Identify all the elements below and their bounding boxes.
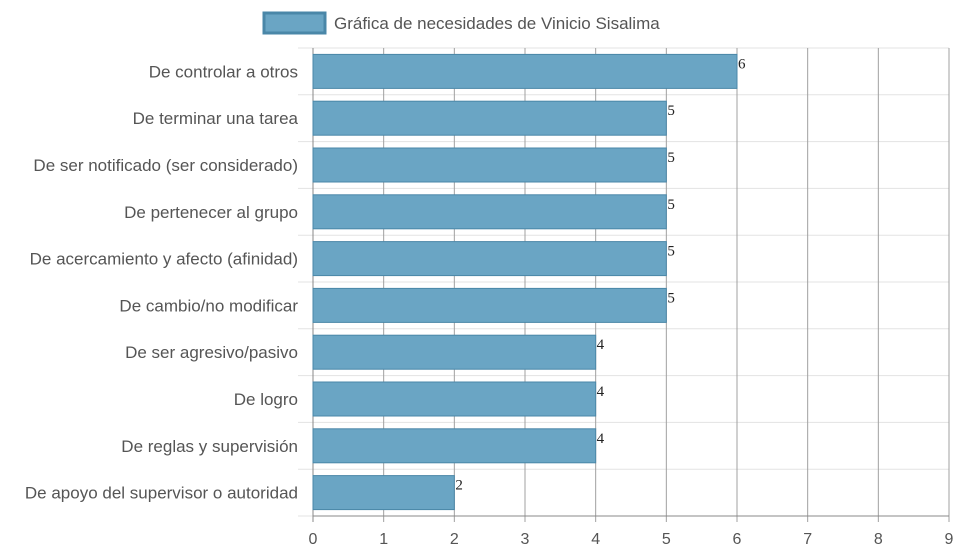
bar-value-label: 5	[667, 150, 675, 166]
chart-category-labels: De controlar a otros De terminar una tare…	[25, 62, 299, 502]
bar[interactable]	[312, 241, 667, 277]
bar[interactable]	[312, 53, 738, 89]
bar-value-label: 4	[597, 384, 605, 400]
x-tick-label: 5	[662, 531, 671, 548]
bar-value-label: 6	[738, 56, 746, 72]
chart-legend[interactable]: Gráfica de necesidades de Vinicio Sisali…	[262, 11, 660, 35]
x-tick-label: 4	[591, 531, 600, 548]
x-tick-label: 0	[309, 531, 318, 548]
bar[interactable]	[312, 334, 597, 370]
x-tick-label: 8	[874, 531, 883, 548]
x-tick-label: 2	[450, 531, 459, 548]
bar-value-label: 4	[597, 337, 605, 353]
x-tick-label: 3	[521, 531, 530, 548]
y-category-label: De ser agresivo/pasivo	[125, 343, 298, 362]
y-category-label: De apoyo del supervisor o autoridad	[25, 484, 298, 503]
bar[interactable]	[312, 194, 667, 230]
y-category-label: De reglas y supervisión	[121, 437, 298, 456]
y-category-label: De cambio/no modificar	[119, 296, 298, 315]
y-category-label: De terminar una tarea	[133, 109, 299, 128]
x-tick-label: 1	[379, 531, 388, 548]
y-category-label: De pertenecer al grupo	[124, 203, 298, 222]
bar[interactable]	[312, 147, 667, 183]
y-category-label: De controlar a otros	[149, 62, 298, 81]
y-category-label: De ser notificado (ser considerado)	[33, 156, 298, 175]
x-tick-label: 7	[803, 531, 812, 548]
legend-swatch[interactable]	[262, 11, 327, 35]
y-category-label: De acercamiento y afecto (afinidad)	[30, 250, 298, 269]
bar[interactable]	[312, 287, 667, 323]
bar-value-label: 5	[667, 244, 675, 260]
bar-value-label: 5	[667, 197, 675, 213]
bar-value-label: 5	[667, 103, 675, 119]
x-tick-label: 9	[945, 531, 954, 548]
bar-value-label: 5	[667, 290, 675, 306]
y-category-label: De logro	[234, 390, 298, 409]
legend-label: Gráfica de necesidades de Vinicio Sisali…	[334, 14, 660, 33]
bar[interactable]	[312, 100, 667, 136]
chart-value-labels: 6 5 5 5 5 5 4 4 4 2	[455, 56, 746, 493]
chart-x-axis: 0 1 2 3 4 5 6 7 8 9	[309, 531, 954, 548]
x-tick-label: 6	[733, 531, 742, 548]
chart-bars	[312, 53, 738, 511]
bar[interactable]	[312, 381, 597, 417]
bar[interactable]	[312, 428, 597, 464]
bar[interactable]	[312, 475, 455, 511]
bar-value-label: 4	[597, 431, 605, 447]
bar-value-label: 2	[455, 478, 463, 494]
